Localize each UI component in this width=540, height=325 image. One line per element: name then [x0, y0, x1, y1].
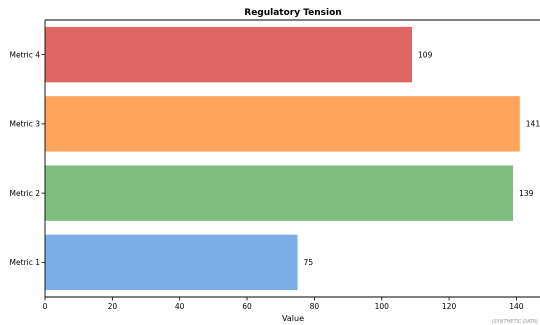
- synthetic-data-watermark: (SYNTHETIC DATA): [492, 319, 538, 325]
- y-tick-label: Metric 4: [10, 50, 41, 59]
- x-tick-label: 0: [43, 302, 48, 311]
- x-tick-label: 140: [509, 302, 524, 311]
- bar-metric-1: [45, 234, 298, 291]
- y-tick-label: Metric 3: [10, 120, 41, 129]
- value-label: 139: [519, 189, 534, 198]
- chart-title: Regulatory Tension: [244, 8, 341, 18]
- plot-area: 75 139 141 109: [45, 26, 540, 291]
- bar-metric-3: [45, 96, 520, 152]
- x-tick-label: 80: [310, 302, 320, 311]
- x-tick-label: 60: [242, 302, 252, 311]
- value-label: 109: [418, 50, 433, 59]
- y-tick-label: Metric 1: [10, 258, 41, 267]
- x-tick-label: 20: [108, 302, 118, 311]
- bar-metric-4: [45, 26, 413, 83]
- value-label: 141: [526, 120, 540, 129]
- y-tick-label: Metric 2: [10, 189, 41, 198]
- bar-metric-2: [45, 165, 514, 221]
- x-tick-label: 120: [442, 302, 457, 311]
- x-axis-label: Value: [282, 314, 304, 323]
- x-tick-label: 100: [375, 302, 390, 311]
- value-label: 75: [304, 258, 314, 267]
- x-tick-label: 40: [175, 302, 185, 311]
